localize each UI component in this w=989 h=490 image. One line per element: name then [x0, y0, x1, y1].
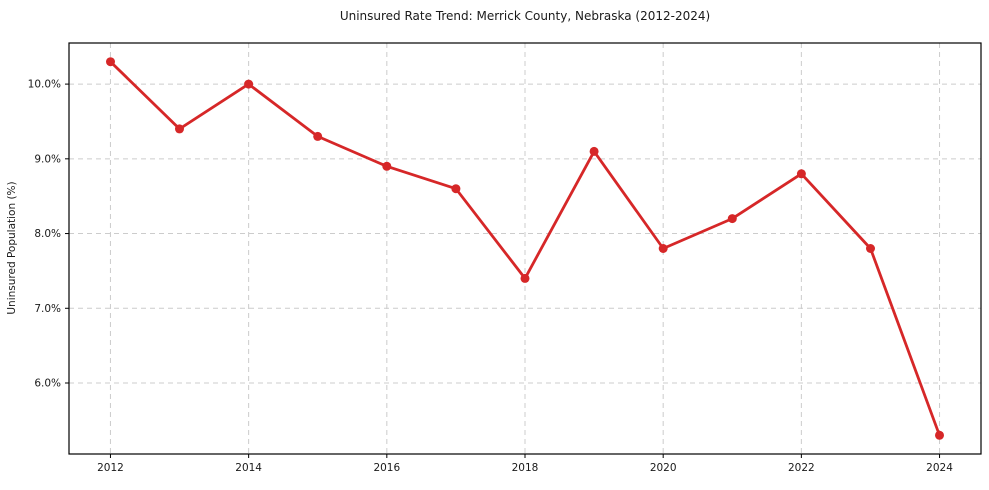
y-axis-label: Uninsured Population (%)	[6, 181, 18, 314]
data-point-2017	[451, 184, 461, 194]
x-tick-label: 2016	[373, 462, 400, 474]
y-tick-label: 6.0%	[34, 378, 61, 390]
x-tick-label: 2022	[788, 462, 815, 474]
data-point-2021	[727, 214, 737, 224]
data-point-2020	[658, 244, 668, 253]
data-point-2013	[175, 124, 184, 134]
gridlines	[69, 43, 981, 454]
axis-ticks	[65, 83, 941, 458]
y-tick-label: 10.0%	[28, 79, 61, 91]
data-point-2014	[244, 79, 254, 89]
y-tick-label: 8.0%	[34, 228, 61, 240]
data-point-2015	[313, 131, 323, 141]
y-tick-label: 7.0%	[34, 303, 61, 315]
data-point-2023	[866, 244, 875, 253]
x-tick-label: 2018	[512, 462, 539, 474]
data-point-2019	[589, 146, 599, 156]
y-tick-labels: 6.0% 7.0% 8.0% 9.0% 10.0%	[28, 79, 61, 390]
plot-area-border	[68, 42, 982, 455]
data-point-2024	[935, 430, 944, 440]
data-point-2018	[520, 273, 530, 283]
x-tick-label: 2012	[97, 462, 124, 474]
data-point-2016	[382, 161, 392, 171]
x-tick-label: 2024	[926, 462, 953, 474]
data-series	[106, 57, 944, 440]
x-tick-labels: 2012 2014 2016 2018 2020 2022 2024	[97, 462, 953, 474]
x-tick-label: 2020	[650, 462, 677, 474]
chart-title: Uninsured Rate Trend: Merrick County, Ne…	[340, 9, 710, 23]
data-point-2012	[106, 57, 115, 67]
y-tick-label: 9.0%	[34, 153, 61, 165]
data-point-2022	[796, 169, 806, 179]
x-tick-label: 2014	[235, 462, 262, 474]
